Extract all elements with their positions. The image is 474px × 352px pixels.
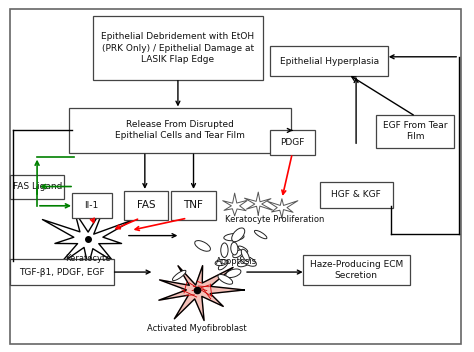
Polygon shape <box>223 193 248 216</box>
Text: HGF & KGF: HGF & KGF <box>331 190 381 200</box>
Text: EGF From Tear
Film: EGF From Tear Film <box>383 121 447 142</box>
Ellipse shape <box>255 230 267 239</box>
Ellipse shape <box>241 249 249 262</box>
FancyBboxPatch shape <box>270 130 315 155</box>
Text: TNF: TNF <box>183 200 203 210</box>
Ellipse shape <box>195 240 210 251</box>
Text: Il-1: Il-1 <box>84 201 99 210</box>
FancyBboxPatch shape <box>171 191 216 220</box>
FancyBboxPatch shape <box>319 182 393 208</box>
Ellipse shape <box>218 275 233 284</box>
Ellipse shape <box>237 258 251 267</box>
Polygon shape <box>159 266 244 320</box>
Ellipse shape <box>173 270 186 281</box>
Polygon shape <box>267 199 298 218</box>
Text: Keratocyte: Keratocyte <box>65 254 111 263</box>
Text: Release From Disrupted
Epithelial Cells and Tear Film: Release From Disrupted Epithelial Cells … <box>115 120 245 140</box>
FancyBboxPatch shape <box>72 193 112 218</box>
FancyBboxPatch shape <box>124 191 168 220</box>
Text: Keratocyte Proliferation: Keratocyte Proliferation <box>225 215 325 224</box>
Polygon shape <box>245 192 274 215</box>
Text: Haze-Producing ECM
Secretion: Haze-Producing ECM Secretion <box>310 260 403 280</box>
FancyBboxPatch shape <box>376 115 455 148</box>
FancyBboxPatch shape <box>303 255 410 285</box>
Text: TGF-β1, PDGF, EGF: TGF-β1, PDGF, EGF <box>19 268 105 277</box>
Ellipse shape <box>224 233 244 241</box>
Ellipse shape <box>226 269 241 277</box>
Text: Epithelial Debridement with EtOH
(PRK Only) / Epithelial Damage at
LASIK Flap Ed: Epithelial Debridement with EtOH (PRK On… <box>101 32 255 64</box>
Ellipse shape <box>238 246 248 252</box>
Text: Epithelial Hyperplasia: Epithelial Hyperplasia <box>280 57 379 66</box>
Ellipse shape <box>231 242 238 255</box>
Text: Activated Myofibroblast: Activated Myofibroblast <box>147 324 246 333</box>
Text: FAS: FAS <box>137 200 155 210</box>
Text: Apoptosis: Apoptosis <box>217 257 257 266</box>
Text: FAS Ligand: FAS Ligand <box>13 182 62 191</box>
FancyBboxPatch shape <box>93 17 263 80</box>
FancyBboxPatch shape <box>270 46 388 76</box>
Polygon shape <box>43 202 133 266</box>
FancyBboxPatch shape <box>10 259 114 285</box>
FancyBboxPatch shape <box>69 108 292 153</box>
Text: PDGF: PDGF <box>280 138 305 147</box>
FancyBboxPatch shape <box>10 175 64 199</box>
Ellipse shape <box>219 260 228 270</box>
Ellipse shape <box>240 256 256 266</box>
Ellipse shape <box>221 243 228 257</box>
Ellipse shape <box>215 259 227 266</box>
Ellipse shape <box>233 250 243 258</box>
Ellipse shape <box>232 228 245 242</box>
